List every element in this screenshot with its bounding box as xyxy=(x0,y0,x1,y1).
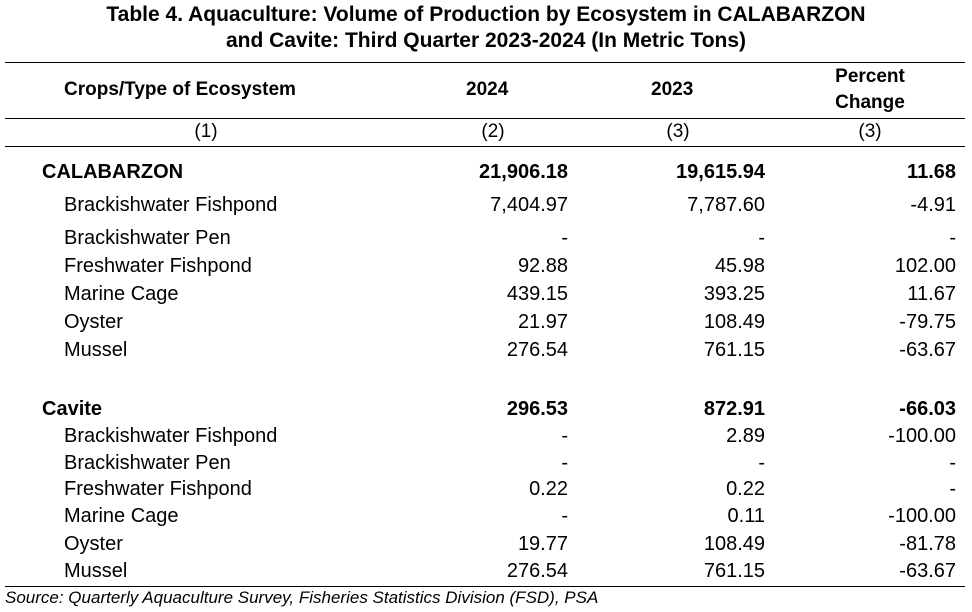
row-label: Freshwater Fishpond xyxy=(64,255,252,277)
table-row: Mussel 276.54 761.15 -63.67 xyxy=(0,338,972,362)
table-row: Marine Cage 439.15 393.25 11.67 xyxy=(0,282,972,306)
row-label: Oyster xyxy=(64,533,123,555)
table-row: Oyster 21.97 108.49 -79.75 xyxy=(0,310,972,334)
header-2024: 2024 xyxy=(466,79,509,100)
cell-percent-change: -79.75 xyxy=(899,311,956,333)
cell-2024: - xyxy=(561,505,568,527)
row-label: CALABARZON xyxy=(42,161,184,183)
header-change-line: Change xyxy=(835,92,905,113)
cell-2023: 0.22 xyxy=(726,478,765,500)
cell-percent-change: 11.68 xyxy=(907,161,956,183)
header-percent-line: Percent xyxy=(835,66,905,87)
cell-percent-change: - xyxy=(949,227,956,249)
cell-percent-change: - xyxy=(949,478,956,500)
cell-percent-change: -63.67 xyxy=(899,339,956,361)
cell-percent-change: -63.67 xyxy=(899,560,956,582)
cell-2023: 7,787.60 xyxy=(687,194,765,216)
cell-2024: - xyxy=(561,227,568,249)
cell-2023: - xyxy=(758,227,765,249)
cell-2024: 19.77 xyxy=(517,533,568,555)
table-row: Freshwater Fishpond 0.22 0.22 - xyxy=(0,477,972,501)
top-rule xyxy=(5,62,965,63)
cell-percent-change: 11.67 xyxy=(907,283,956,305)
cell-2023: 2.89 xyxy=(726,425,765,447)
col-number-4: (3) xyxy=(858,121,882,142)
table-row: Mussel 276.54 761.15 -63.67 xyxy=(0,559,972,583)
header-2023: 2023 xyxy=(651,79,694,100)
row-label: Oyster xyxy=(64,311,123,333)
region-row: CALABARZON 21,906.18 19,615.94 11.68 xyxy=(0,160,972,184)
cell-percent-change: -100.00 xyxy=(888,425,956,447)
row-label: Brackishwater Pen xyxy=(64,227,231,249)
row-label: Marine Cage xyxy=(64,283,179,305)
row-label: Freshwater Fishpond xyxy=(64,478,252,500)
cell-2023: 761.15 xyxy=(703,339,765,361)
cell-2023: 45.98 xyxy=(714,255,765,277)
cell-percent-change: 102.00 xyxy=(894,255,956,277)
table-row: Oyster 19.77 108.49 -81.78 xyxy=(0,532,972,556)
cell-2024: 276.54 xyxy=(506,560,568,582)
header-percent-change: Percent Change xyxy=(808,64,932,116)
row-label: Cavite xyxy=(42,398,103,420)
cell-percent-change: - xyxy=(949,452,956,474)
cell-2024: 439.15 xyxy=(506,283,568,305)
table-row: Brackishwater Fishpond 7,404.97 7,787.60 -4… xyxy=(0,193,972,217)
cell-2024: 0.22 xyxy=(529,478,568,500)
column-number-rule xyxy=(5,146,965,147)
cell-percent-change: -81.78 xyxy=(899,533,956,555)
table-row: Marine Cage - 0.11 -100.00 xyxy=(0,504,972,528)
cell-2023: - xyxy=(758,452,765,474)
cell-2024: - xyxy=(561,452,568,474)
row-label: Marine Cage xyxy=(64,505,179,527)
bottom-rule xyxy=(5,586,965,587)
row-label: Mussel xyxy=(64,339,128,361)
cell-2024: 92.88 xyxy=(517,255,568,277)
source-note: Source: Quarterly Aquaculture Survey, Fi… xyxy=(5,588,599,607)
col-number-1: (1) xyxy=(194,121,218,142)
row-label: Mussel xyxy=(64,560,128,582)
table-row: Brackishwater Pen - - - xyxy=(0,226,972,250)
col-number-2: (2) xyxy=(481,121,505,142)
cell-2024: - xyxy=(561,425,568,447)
table-row: Freshwater Fishpond 92.88 45.98 102.00 xyxy=(0,254,972,278)
cell-percent-change: -4.91 xyxy=(910,194,956,216)
cell-2024: 21.97 xyxy=(517,311,568,333)
table-row: Brackishwater Pen - - - xyxy=(0,451,972,475)
table-row: Brackishwater Fishpond - 2.89 -100.00 xyxy=(0,424,972,448)
cell-2024: 21,906.18 xyxy=(479,161,568,183)
row-label: Brackishwater Pen xyxy=(64,452,231,474)
cell-2023: 872.91 xyxy=(703,398,765,420)
cell-percent-change: -100.00 xyxy=(888,505,956,527)
region-row: Cavite 296.53 872.91 -66.03 xyxy=(0,397,972,421)
cell-2023: 108.49 xyxy=(703,533,765,555)
cell-2024: 7,404.97 xyxy=(490,194,568,216)
cell-2023: 0.11 xyxy=(727,505,765,527)
title-line-1: Table 4. Aquaculture: Volume of Producti… xyxy=(106,3,866,26)
row-label: Brackishwater Fishpond xyxy=(64,425,278,447)
header-crops: Crops/Type of Ecosystem xyxy=(64,79,296,100)
title-line-2: and Cavite: Third Quarter 2023-2024 (In … xyxy=(225,29,747,52)
col-number-3: (3) xyxy=(666,121,690,142)
cell-2024: 276.54 xyxy=(506,339,568,361)
cell-2024: 296.53 xyxy=(506,398,568,420)
cell-2023: 393.25 xyxy=(703,283,765,305)
cell-2023: 19,615.94 xyxy=(676,161,765,183)
cell-2023: 108.49 xyxy=(703,311,765,333)
row-label: Brackishwater Fishpond xyxy=(64,194,278,216)
table-title: Table 4. Aquaculture: Volume of Producti… xyxy=(0,2,972,54)
header-rule xyxy=(5,118,965,119)
cell-2023: 761.15 xyxy=(703,560,765,582)
cell-percent-change: -66.03 xyxy=(899,398,956,420)
